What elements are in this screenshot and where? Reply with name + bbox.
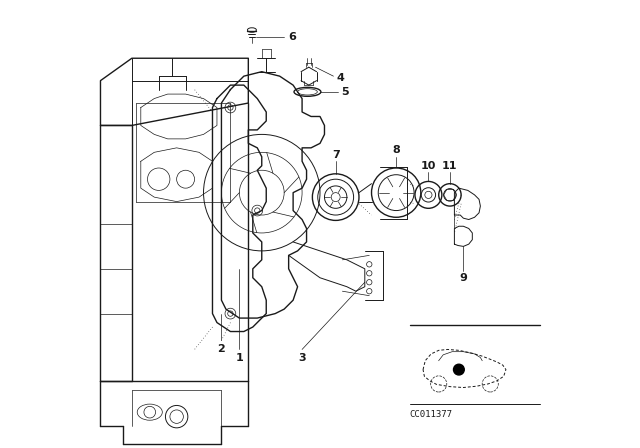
Text: 3: 3 [298, 353, 306, 363]
Text: 4: 4 [336, 73, 344, 83]
Text: CC011377: CC011377 [410, 410, 452, 419]
Text: 1: 1 [236, 353, 243, 363]
Text: 10: 10 [420, 161, 436, 171]
Text: 6: 6 [288, 32, 296, 42]
Text: 9: 9 [460, 273, 467, 283]
Text: 8: 8 [392, 145, 400, 155]
Text: 2: 2 [217, 345, 225, 354]
Text: 7: 7 [332, 150, 340, 159]
Text: 11: 11 [442, 161, 458, 171]
Circle shape [454, 364, 464, 375]
Text: 5: 5 [341, 87, 348, 97]
